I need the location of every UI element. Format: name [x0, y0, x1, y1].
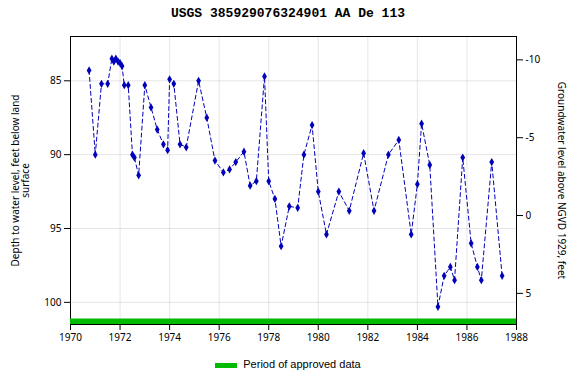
svg-text:1984: 1984: [406, 330, 429, 344]
svg-text:85: 85: [50, 73, 62, 87]
svg-text:Depth to water level, feet bel: Depth to water level, feet below landsur…: [8, 95, 32, 267]
svg-text:1980: 1980: [307, 330, 330, 344]
html-text:Period of approved data: Period of approved data: [243, 358, 361, 370]
svg-text:100: 100: [44, 295, 61, 309]
svg-text:1978: 1978: [257, 330, 280, 344]
svg-text:90: 90: [50, 147, 62, 161]
svg-text:1982: 1982: [356, 330, 379, 344]
svg-text:95: 95: [50, 221, 62, 235]
svg-text:1988: 1988: [505, 330, 528, 344]
svg-text:1986: 1986: [455, 330, 478, 344]
svg-text:1974: 1974: [158, 330, 181, 344]
svg-text:1976: 1976: [208, 330, 231, 344]
svg-text:-5: -5: [526, 130, 535, 144]
svg-text:0: 0: [526, 208, 532, 222]
svg-text:1970: 1970: [59, 330, 82, 344]
svg-text:1972: 1972: [109, 330, 132, 344]
svg-text:5: 5: [526, 286, 532, 300]
svg-text:-10: -10: [526, 52, 541, 66]
html-text:USGS 385929076324901 AA De 113: USGS 385929076324901 AA De 113: [171, 6, 405, 21]
svg-text:Groundwater level above NGVD 1: Groundwater level above NGVD 1929, feet: [555, 82, 569, 280]
